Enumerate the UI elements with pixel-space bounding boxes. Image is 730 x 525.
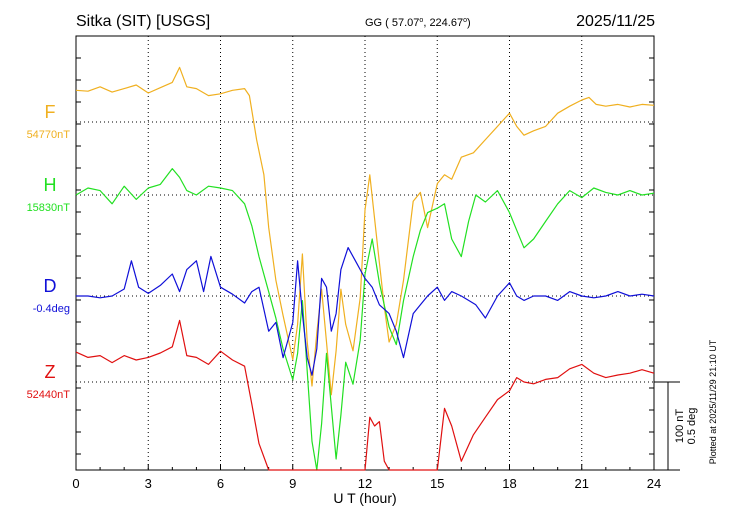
series-baseline-F: 54770nT — [27, 129, 71, 141]
x-tick-label-21: 21 — [575, 476, 589, 491]
series-name-D: D — [44, 276, 57, 296]
plot-date: 2025/11/25 — [576, 13, 655, 30]
series-line-Z — [75, 319, 655, 471]
scale-bar-nt: 100 nT — [674, 409, 686, 444]
x-tick-label-24: 24 — [647, 476, 661, 491]
series-name-F: F — [45, 102, 56, 122]
scale-bar-deg: 0.5 deg — [686, 408, 698, 445]
x-tick-label-9: 9 — [289, 476, 296, 491]
series-layer — [75, 66, 655, 471]
series-name-Z: Z — [45, 362, 56, 382]
x-tick-label-15: 15 — [430, 476, 444, 491]
x-axis-title: U T (hour) — [333, 490, 396, 506]
x-tick-label-3: 3 — [145, 476, 152, 491]
station-title: Sitka (SIT) [USGS] — [76, 13, 210, 30]
station-coords: GG ( 57.07o, 224.67o) — [365, 17, 471, 29]
series-baseline-Z: 52440nT — [27, 389, 71, 401]
series-labels: F 54770nT H 15830nT D -0.4deg Z 52440nT — [27, 102, 71, 401]
plotted-note: Plotted at 2025/11/29 21:10 UT — [708, 339, 718, 464]
x-tick-label-18: 18 — [502, 476, 516, 491]
grid-lines — [76, 36, 654, 470]
series-baseline-D: -0.4deg — [33, 303, 70, 315]
scale-bar: 100 nT 0.5 deg — [654, 381, 698, 471]
x-tick-label-12: 12 — [358, 476, 372, 491]
series-line-F — [75, 66, 655, 396]
axis-ticks: 0 3 6 9 12 15 18 21 24 — [72, 57, 661, 491]
series-line-H — [75, 168, 655, 471]
series-baseline-H: 15830nT — [27, 202, 71, 214]
x-tick-label-6: 6 — [217, 476, 224, 491]
x-tick-label-0: 0 — [72, 476, 79, 491]
series-line-D — [76, 247, 655, 376]
series-name-H: H — [44, 175, 57, 195]
